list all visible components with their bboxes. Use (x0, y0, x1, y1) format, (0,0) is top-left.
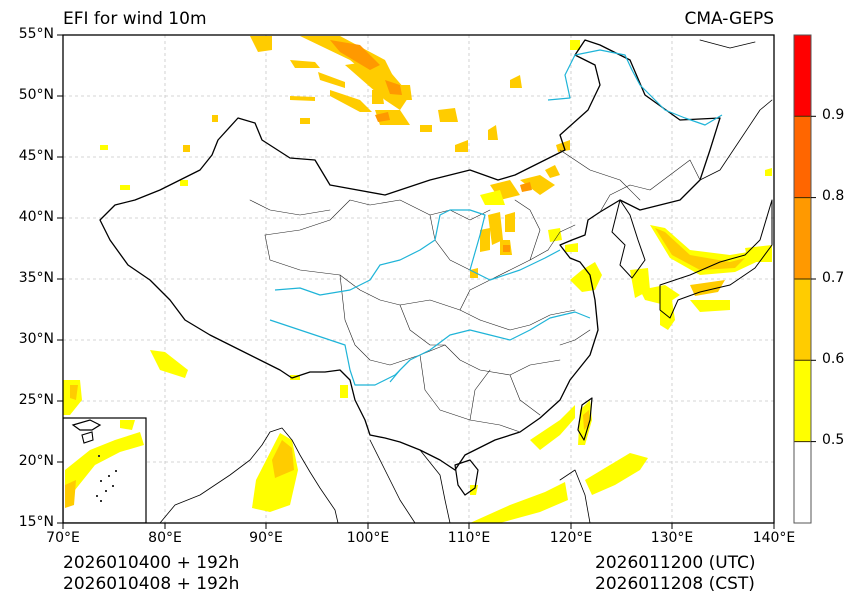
x-tick-label: 100°E (346, 530, 390, 546)
init-time-utc: 2026010400 + 192h (63, 553, 240, 573)
colorbar-tick-label: 0.8 (822, 188, 845, 204)
colorbar-tick-label: 0.6 (822, 351, 845, 367)
south-china-sea-inset (63, 417, 147, 523)
y-tick-label: 35°N (18, 270, 54, 286)
colorbar-tick-label: 0.5 (822, 432, 845, 448)
tick-marks (57, 34, 775, 529)
x-tick-label: 90°E (249, 530, 283, 546)
colorbar-tick-label: 0.7 (822, 270, 845, 286)
model-name: CMA-GEPS (684, 9, 774, 29)
y-tick-label: 15°N (18, 514, 54, 530)
y-tick-label: 50°N (18, 87, 54, 103)
valid-time-cst: 2026011208 (CST) (595, 574, 755, 594)
map-plot-area (63, 35, 774, 523)
boundaries (99, 39, 773, 523)
y-tick-label: 40°N (18, 209, 54, 225)
y-tick-label: 55°N (18, 26, 54, 42)
y-tick-label: 20°N (18, 453, 54, 469)
x-tick-label: 80°E (148, 530, 182, 546)
init-time-block: 2026010400 + 192h 2026010408 + 192h (63, 553, 239, 595)
x-tick-label: 140°E (752, 530, 796, 546)
x-tick-label: 110°E (447, 530, 491, 546)
colorbar-tick-label: 0.9 (822, 107, 845, 123)
x-tick-label: 70°E (46, 530, 80, 546)
gridlines (63, 35, 774, 523)
chart-title: EFI for wind 10m (63, 9, 207, 29)
valid-time-utc: 2026011200 (UTC) (595, 553, 756, 573)
rivers (269, 49, 723, 386)
x-tick-label: 130°E (650, 530, 694, 546)
valid-time-block: 2026011200 (UTC) 2026011208 (CST) (595, 553, 756, 595)
x-tick-label: 120°E (549, 530, 593, 546)
colorbar (793, 34, 816, 524)
init-time-cst: 2026010408 + 192h (63, 574, 240, 594)
y-tick-label: 30°N (18, 331, 54, 347)
y-tick-label: 25°N (18, 392, 54, 408)
y-tick-label: 45°N (18, 148, 54, 164)
